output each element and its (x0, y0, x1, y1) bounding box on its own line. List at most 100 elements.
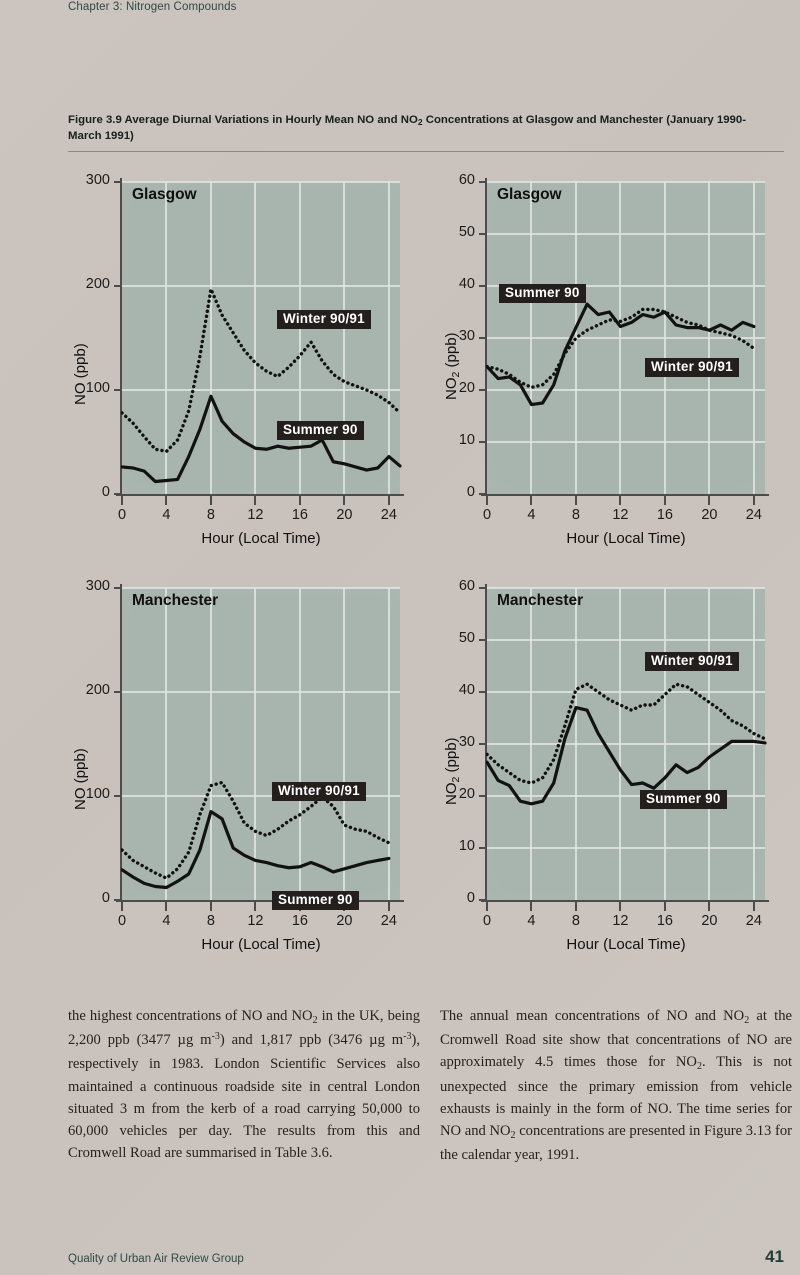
gridline-horizontal (487, 181, 765, 183)
x-axis-tick (663, 902, 666, 911)
text-run: ) and 1,817 ppb (3476 µg m (219, 1032, 404, 1049)
text-run: -3 (403, 1031, 412, 1043)
x-axis-tick-label: 16 (291, 913, 308, 929)
y-axis-tick (479, 847, 487, 849)
y-axis-tick (479, 493, 487, 495)
figure-caption: Figure 3.9 Average Diurnal Variations in… (68, 113, 784, 144)
series-line (486, 682, 767, 785)
footer-page-number: 41 (765, 1247, 784, 1266)
y-axis-tick (479, 691, 487, 693)
x-axis-tick-label: 16 (291, 507, 308, 523)
x-axis-tick (209, 902, 212, 911)
gridline-vertical (254, 588, 257, 900)
gridline-horizontal (487, 337, 765, 339)
x-axis-tick (619, 902, 622, 911)
plot-area (487, 587, 765, 900)
y-axis-tick-label: 200 (85, 682, 110, 698)
text-run: 2 (744, 1015, 750, 1026)
x-axis-title: Hour (Local Time) (201, 936, 321, 953)
x-axis-tick (209, 496, 212, 505)
x-axis-tick-label: 12 (247, 913, 264, 929)
y-axis-tick-label: 40 (458, 276, 475, 292)
x-axis-tick-label: 8 (571, 913, 580, 929)
y-axis-tick-label: 300 (85, 578, 110, 594)
y-axis-tick (114, 587, 122, 589)
gridline-horizontal (487, 285, 765, 287)
footer-source: Quality of Urban Air Review Group (68, 1253, 244, 1265)
x-axis-tick (752, 496, 755, 505)
x-axis-title: Hour (Local Time) (566, 530, 686, 547)
x-axis-tick-label: 20 (336, 913, 353, 929)
x-axis-title: Hour (Local Time) (201, 530, 321, 547)
y-axis-tick-label: 0 (466, 484, 475, 500)
x-axis-tick (254, 496, 257, 505)
y-axis-tick-label: 30 (458, 328, 475, 344)
x-axis-tick (298, 496, 301, 505)
y-axis-tick (479, 587, 487, 589)
y-axis-tick-label: 60 (458, 578, 475, 594)
x-axis-tick (486, 902, 488, 911)
x-axis-tick (663, 496, 666, 505)
gridline-vertical (209, 182, 212, 494)
text-run: at the Cromwell Road site show that conc… (440, 1008, 792, 1071)
text-run: concentrations are presented in Figure 3… (440, 1123, 792, 1164)
x-axis-tick-label: 4 (162, 913, 171, 929)
x-axis-tick (121, 496, 123, 505)
x-axis-tick (387, 902, 390, 911)
x-axis-line (116, 494, 404, 496)
gridline-vertical (343, 182, 346, 494)
x-axis-tick (574, 902, 577, 911)
x-axis-tick (486, 496, 488, 505)
y-axis-tick (479, 389, 487, 391)
y-axis-tick (479, 743, 487, 745)
text-run: 2 (510, 1130, 516, 1142)
y-axis-tick-label: 10 (458, 432, 475, 448)
plot-area (122, 181, 400, 494)
gridline-horizontal (122, 181, 400, 183)
y-axis-line (120, 584, 122, 902)
y-axis-tick (479, 795, 487, 797)
series-line (121, 809, 391, 890)
y-axis-tick-label: 30 (458, 734, 475, 750)
x-axis-tick-label: 24 (745, 913, 762, 929)
gridline-vertical (254, 182, 257, 494)
series-label-summer: Summer 90 (277, 421, 364, 440)
x-axis-tick (343, 496, 346, 505)
text-run: in the UK, being 2,200 ppb (3477 µg m (68, 1008, 420, 1049)
series-line (121, 394, 402, 484)
x-axis-tick-label: 0 (117, 507, 127, 523)
y-axis-tick-label: 200 (85, 276, 110, 292)
gridline-horizontal (122, 389, 400, 391)
x-axis-tick-label: 24 (380, 913, 397, 929)
series-line (121, 287, 402, 454)
plot-area (122, 587, 400, 900)
gridline-vertical (298, 182, 301, 494)
x-axis-tick-label: 12 (247, 507, 264, 523)
plot-title: Manchester (497, 592, 584, 609)
gridline-vertical (387, 182, 390, 494)
gridline-vertical (343, 588, 346, 900)
figure-caption-subscript: 2 (417, 117, 423, 127)
gridline-horizontal (487, 587, 765, 589)
x-axis-tick-label: 4 (527, 913, 536, 929)
y-axis-tick (479, 233, 487, 235)
y-axis-tick (114, 691, 122, 693)
gridline-horizontal (487, 691, 765, 693)
series-label-summer: Summer 90 (272, 891, 359, 910)
series-label-summer: Summer 90 (640, 790, 727, 809)
y-axis-tick-label: 0 (466, 890, 475, 906)
gridline-vertical (165, 182, 168, 494)
y-axis-tick (479, 639, 487, 641)
y-axis-tick (479, 441, 487, 443)
gridline-horizontal (122, 691, 400, 693)
gridline-vertical (165, 588, 168, 900)
caption-divider (68, 151, 784, 152)
y-axis-tick-label: 100 (85, 380, 110, 396)
x-axis-tick-label: 0 (117, 913, 127, 929)
gridline-horizontal (487, 795, 765, 797)
